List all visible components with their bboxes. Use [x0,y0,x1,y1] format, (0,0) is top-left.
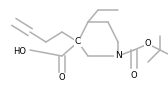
Text: O: O [131,71,137,81]
Text: C: C [75,37,81,46]
Text: O: O [145,40,151,48]
Text: HO: HO [13,46,27,56]
Text: O: O [59,73,65,83]
Text: N: N [115,51,121,61]
